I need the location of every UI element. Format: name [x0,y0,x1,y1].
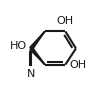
Text: HO: HO [10,41,27,51]
Text: N: N [27,69,35,79]
Text: OH: OH [57,16,74,26]
Polygon shape [30,31,45,50]
Polygon shape [30,47,45,65]
Text: OH: OH [69,60,87,70]
